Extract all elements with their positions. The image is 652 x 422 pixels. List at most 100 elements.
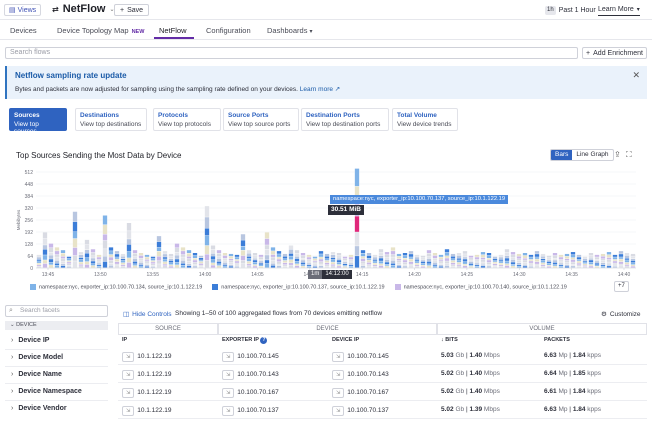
ip-chip-icon[interactable]: ⇲ <box>122 388 135 398</box>
chart-bar-segment <box>342 258 348 261</box>
stacked-bar-chart[interactable]: 0 64 128 192 256 320 384 448 512 Mebibytes 13:45 13… <box>14 166 640 278</box>
line-graph-button[interactable]: Line Graph <box>576 151 609 158</box>
table-row[interactable]: ⇲ 10.1.122.19 ⇲ 10.100.70.145 ⇲ 10.100.70.145… <box>118 348 647 365</box>
device-ip[interactable]: 10.100.70.145 <box>347 353 389 360</box>
ip-chip-icon[interactable]: ⇲ <box>332 388 345 398</box>
hide-controls-button[interactable]: ◫ Hide Controls <box>123 310 172 319</box>
chart-bar-segment <box>492 258 498 261</box>
chart-bar-segment <box>414 263 420 265</box>
chart-bar-segment <box>102 240 108 249</box>
column-header-bits[interactable]: ↓ BITS <box>441 337 458 343</box>
add-enrichment-button[interactable]: + Add Enrichment <box>582 47 647 59</box>
legend-item[interactable]: namespace:nyc, exporter_ip:10.100.70.140… <box>394 283 567 290</box>
legend-item[interactable]: namespace:nyc, exporter_ip:10.100.70.134… <box>30 283 202 290</box>
ip-chip-icon[interactable]: ⇲ <box>122 352 135 362</box>
ip-chip-icon[interactable]: ⇲ <box>222 370 235 380</box>
table-row[interactable]: ⇲ 10.1.122.19 ⇲ 10.100.70.143 ⇲ 10.100.70.143… <box>118 366 647 383</box>
source-ip[interactable]: 10.1.122.19 <box>137 353 172 360</box>
chart-bar-segment <box>600 259 606 261</box>
category-sources[interactable]: Sources View top sources <box>9 108 67 135</box>
chart-bar-segment <box>96 265 102 267</box>
table-row[interactable]: ⇲ 10.1.122.19 ⇲ 10.100.70.167 ⇲ 10.100.70.167… <box>118 384 647 401</box>
chart-bar-segment <box>210 259 216 263</box>
tab-device-topology-map[interactable]: Device Topology Map NEW <box>57 26 144 35</box>
ip-chip-icon[interactable]: ⇲ <box>332 352 345 362</box>
ip-chip-icon[interactable]: ⇲ <box>222 388 235 398</box>
chart-bar-segment <box>108 251 114 255</box>
chart-bar-segment <box>594 261 600 263</box>
facet-device-ip[interactable]: › Device IP <box>11 337 49 344</box>
add-enrichment-label: Add Enrichment <box>593 49 643 57</box>
ip-chip-icon[interactable]: ⇲ <box>222 406 235 416</box>
tab-configuration[interactable]: Configuration <box>206 26 251 35</box>
facet-device-namespace[interactable]: › Device Namespace <box>11 388 82 395</box>
exporter-ip[interactable]: 10.100.70.143 <box>237 371 279 378</box>
column-header-ip[interactable]: IP <box>122 337 128 343</box>
exporter-ip[interactable]: 10.100.70.167 <box>237 389 279 396</box>
facet-device-vendor[interactable]: › Device Vendor <box>11 405 67 412</box>
source-ip[interactable]: 10.1.122.19 <box>137 389 172 396</box>
chart-bar-segment <box>138 255 144 258</box>
tab-netflow[interactable]: NetFlow <box>159 26 187 35</box>
ip-chip-icon[interactable]: ⇲ <box>332 370 345 380</box>
ip-chip-icon[interactable]: ⇲ <box>122 370 135 380</box>
chart-bar-segment <box>198 266 204 268</box>
bars-button[interactable]: Bars <box>551 150 573 160</box>
facet-search-input[interactable]: Search facets <box>5 305 108 317</box>
chart-bar-segment <box>624 260 630 263</box>
ip-chip-icon[interactable]: ⇲ <box>332 406 345 416</box>
category-destination-ports[interactable]: Destination Ports View top destination p… <box>301 108 389 131</box>
more-series-button[interactable]: +7 <box>614 281 629 292</box>
category-source-ports[interactable]: Source Ports View top source ports <box>223 108 299 131</box>
time-picker[interactable]: 1h Past 1 Hour <box>545 4 596 16</box>
ip-chip-icon[interactable]: ⇲ <box>122 406 135 416</box>
views-button[interactable]: ▤ Views <box>4 4 42 16</box>
x-tick-label: 13:55 <box>146 272 159 278</box>
close-icon[interactable]: ✕ <box>632 70 640 80</box>
device-ip[interactable]: 10.100.70.137 <box>347 407 389 414</box>
chart-bar-segment <box>534 251 540 254</box>
column-header-exporter-ip[interactable]: EXPORTER IP ? <box>222 337 268 344</box>
chart-bar-segment <box>372 266 378 268</box>
column-header-packets[interactable]: PACKETS <box>544 337 570 343</box>
app-title[interactable]: ⇄ NetFlow ⌄ <box>52 3 115 15</box>
share-icon[interactable]: ⇪ <box>614 150 621 159</box>
source-ip[interactable]: 10.1.122.19 <box>137 407 172 414</box>
chart-bar-segment <box>504 261 510 264</box>
chart-bar-segment <box>606 259 612 262</box>
chart-bar-segment <box>498 254 504 257</box>
tab-dashboards[interactable]: Dashboards ▾ <box>267 26 313 35</box>
customize-button[interactable]: ⚙ Customize <box>601 310 641 319</box>
banner-learn-more-link[interactable]: Learn more ↗ <box>300 86 341 93</box>
chart-bar-segment <box>42 260 48 264</box>
device-ip[interactable]: 10.100.70.167 <box>347 389 389 396</box>
ip-chip-icon[interactable]: ⇲ <box>222 352 235 362</box>
save-button[interactable]: + Save <box>114 4 150 16</box>
chart-bar-segment <box>324 253 330 257</box>
chart-bar-segment <box>186 256 192 259</box>
source-ip[interactable]: 10.1.122.19 <box>137 371 172 378</box>
column-header-device-ip[interactable]: DEVICE IP <box>332 337 360 343</box>
facet-device-name[interactable]: › Device Name <box>11 371 62 378</box>
chart-bar-segment <box>444 252 450 256</box>
chart-bar-segment <box>126 244 132 252</box>
legend-item[interactable]: namespace:nyc, exporter_ip:10.100.70.137… <box>212 283 385 290</box>
category-destinations[interactable]: Destinations View top destinations <box>75 108 147 131</box>
table-row[interactable]: ⇲ 10.1.122.19 ⇲ 10.100.70.137 ⇲ 10.100.70.137… <box>118 402 647 419</box>
chart-bar-segment <box>252 258 258 260</box>
facet-group-device[interactable]: ⌄ DEVICE <box>5 321 108 330</box>
learn-more-button[interactable]: Learn More ▾ <box>598 4 640 16</box>
tab-devices[interactable]: Devices <box>10 26 37 35</box>
category-total-volume[interactable]: Total Volume View device trends <box>392 108 458 131</box>
chart-bar-segment <box>552 264 558 266</box>
search-flows-input[interactable]: Search flows <box>5 47 578 59</box>
fullscreen-icon[interactable]: ⛶ <box>626 150 632 159</box>
chart-bar-segment <box>516 260 522 263</box>
exporter-ip[interactable]: 10.100.70.145 <box>237 353 279 360</box>
category-protocols[interactable]: Protocols View top protocols <box>153 108 221 131</box>
help-icon[interactable]: ? <box>260 337 268 344</box>
chart-bar-segment <box>600 256 606 259</box>
device-ip[interactable]: 10.100.70.143 <box>347 371 389 378</box>
facet-device-model[interactable]: › Device Model <box>11 354 63 361</box>
exporter-ip[interactable]: 10.100.70.137 <box>237 407 279 414</box>
